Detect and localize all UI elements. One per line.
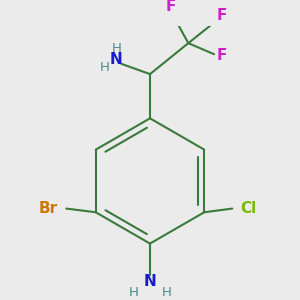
Text: F: F (165, 0, 176, 14)
Text: F: F (216, 8, 227, 23)
Text: Br: Br (39, 201, 58, 216)
Text: Cl: Cl (240, 201, 256, 216)
Text: F: F (216, 48, 227, 63)
Text: N: N (144, 274, 156, 289)
Text: H: H (112, 42, 122, 55)
Text: H: H (100, 61, 110, 74)
Text: H: H (129, 286, 139, 299)
Text: N: N (110, 52, 122, 67)
Text: H: H (161, 286, 171, 299)
